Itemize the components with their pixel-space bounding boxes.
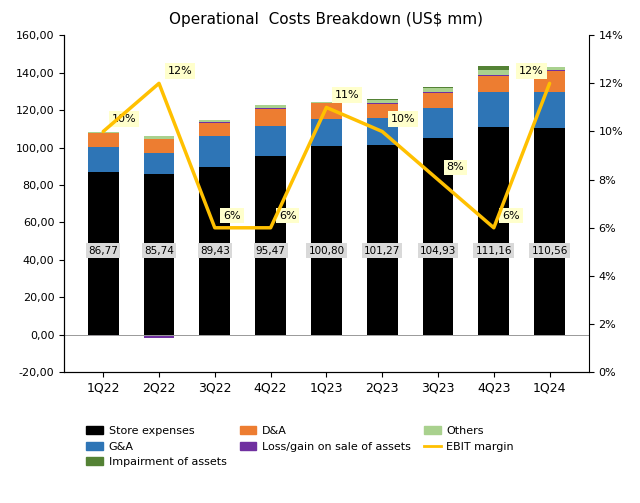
Bar: [534, 128, 565, 335]
Text: 8%: 8%: [446, 162, 464, 173]
Bar: [255, 126, 286, 156]
Bar: [143, 174, 174, 335]
Text: 85,74: 85,74: [144, 245, 174, 256]
Text: 104,93: 104,93: [420, 245, 456, 256]
Bar: [200, 122, 230, 123]
EBIT margin: [378, 128, 386, 134]
Bar: [143, 153, 174, 174]
Text: 6%: 6%: [223, 211, 241, 221]
EBIT margin: [267, 225, 275, 231]
Title: Operational  Costs Breakdown (US$ mm): Operational Costs Breakdown (US$ mm): [170, 12, 483, 27]
Text: 89,43: 89,43: [200, 245, 230, 256]
Bar: [422, 138, 453, 335]
Text: 100,80: 100,80: [308, 245, 344, 256]
Text: 6%: 6%: [502, 211, 520, 221]
Bar: [534, 70, 565, 92]
Bar: [479, 66, 509, 70]
Bar: [367, 145, 397, 335]
Bar: [422, 93, 453, 94]
Bar: [88, 335, 118, 336]
EBIT margin: [155, 80, 163, 87]
Text: 110,56: 110,56: [531, 245, 568, 256]
EBIT margin: [490, 225, 498, 231]
Bar: [479, 92, 509, 127]
Bar: [88, 132, 118, 133]
Bar: [311, 119, 342, 146]
Bar: [143, 139, 174, 153]
Bar: [479, 70, 509, 75]
Text: 10%: 10%: [390, 114, 415, 124]
Bar: [367, 104, 397, 118]
Line: EBIT margin: EBIT margin: [103, 83, 550, 228]
Bar: [200, 135, 230, 167]
Bar: [311, 102, 342, 103]
EBIT margin: [99, 128, 107, 134]
Bar: [255, 156, 286, 335]
Bar: [422, 94, 453, 108]
Bar: [255, 108, 286, 109]
Bar: [200, 123, 230, 135]
Text: 11%: 11%: [335, 90, 360, 100]
EBIT margin: [323, 105, 330, 111]
Bar: [534, 67, 565, 70]
Bar: [311, 103, 342, 119]
Bar: [200, 167, 230, 335]
Legend: Store expenses, G&A, Impairment of assets, D&A, Loss/gain on sale of assets, Oth: Store expenses, G&A, Impairment of asset…: [82, 422, 518, 472]
Bar: [143, 136, 174, 139]
Text: 111,16: 111,16: [476, 245, 512, 256]
Bar: [422, 108, 453, 138]
Bar: [479, 127, 509, 335]
Bar: [255, 106, 286, 108]
Bar: [311, 146, 342, 335]
Text: 10%: 10%: [111, 114, 136, 124]
Text: 86,77: 86,77: [88, 245, 118, 256]
Bar: [143, 335, 174, 338]
EBIT margin: [434, 177, 442, 183]
Bar: [88, 173, 118, 335]
Bar: [367, 99, 397, 100]
Text: 12%: 12%: [168, 66, 192, 76]
Bar: [200, 120, 230, 122]
Bar: [88, 133, 118, 147]
Text: 12%: 12%: [519, 66, 544, 76]
Bar: [255, 109, 286, 126]
Bar: [534, 92, 565, 128]
Bar: [479, 76, 509, 92]
Bar: [367, 118, 397, 145]
Bar: [479, 75, 509, 76]
EBIT margin: [211, 225, 219, 231]
Bar: [422, 88, 453, 93]
EBIT margin: [546, 80, 554, 87]
Text: 95,47: 95,47: [255, 245, 285, 256]
Text: 6%: 6%: [279, 211, 296, 221]
Bar: [88, 147, 118, 173]
Bar: [367, 100, 397, 103]
Bar: [367, 103, 397, 104]
Text: 101,27: 101,27: [364, 245, 401, 256]
Bar: [422, 87, 453, 88]
